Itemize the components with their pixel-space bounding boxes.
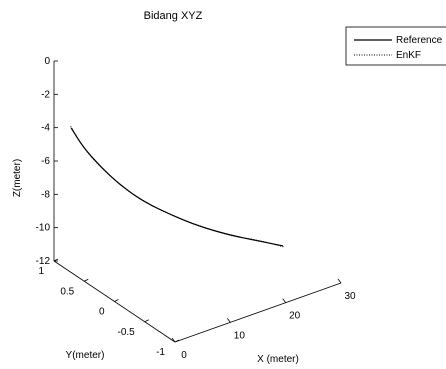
x-tick-mark — [337, 278, 342, 284]
y-tick-mark — [174, 339, 180, 343]
x-tick-label: 10 — [234, 330, 246, 341]
x-axis-title: X (meter) — [257, 354, 299, 365]
x-tick-label: 20 — [289, 311, 301, 322]
x-tick-label: 30 — [344, 291, 356, 302]
z-tick-label: 0 — [44, 56, 50, 67]
x-tick-mark — [171, 337, 176, 343]
z-tick-label: -12 — [36, 256, 51, 267]
y-tick-label: 0.5 — [60, 286, 74, 297]
z-tick-label: -2 — [41, 89, 50, 100]
x-axis-line — [174, 282, 342, 343]
x-tick-label: 0 — [181, 350, 187, 361]
series-line-enkf — [70, 126, 285, 248]
z-tick-label: -8 — [41, 189, 50, 200]
legend-reference-label: Reference — [396, 35, 443, 46]
z-tick-label: -4 — [41, 123, 50, 134]
y-tick-mark — [84, 278, 89, 282]
z-tick-label: -10 — [36, 223, 51, 234]
y-tick-label: -0.5 — [118, 327, 136, 338]
series-line-reference — [70, 127, 284, 247]
y-tick-mark — [114, 299, 119, 302]
legend: Reference EnKF — [345, 26, 446, 66]
y-tick-mark — [144, 319, 149, 323]
series-group — [70, 126, 285, 248]
chart-title: Bidang XYZ — [144, 10, 203, 22]
x-tick-mark — [282, 298, 286, 303]
y-axis-title: Y(meter) — [66, 350, 105, 361]
legend-box — [345, 26, 446, 66]
y-tick-label: -1 — [156, 347, 165, 358]
y-tick-mark — [53, 258, 59, 262]
axes-group — [53, 61, 342, 343]
x-tick-mark — [227, 318, 231, 323]
y-tick-label: 1 — [38, 266, 44, 277]
z-axis-title: Z(meter) — [12, 159, 23, 197]
y-tick-label: 0 — [99, 307, 105, 318]
legend-enkf-label: EnKF — [396, 50, 421, 61]
z-tick-label: -6 — [41, 156, 50, 167]
